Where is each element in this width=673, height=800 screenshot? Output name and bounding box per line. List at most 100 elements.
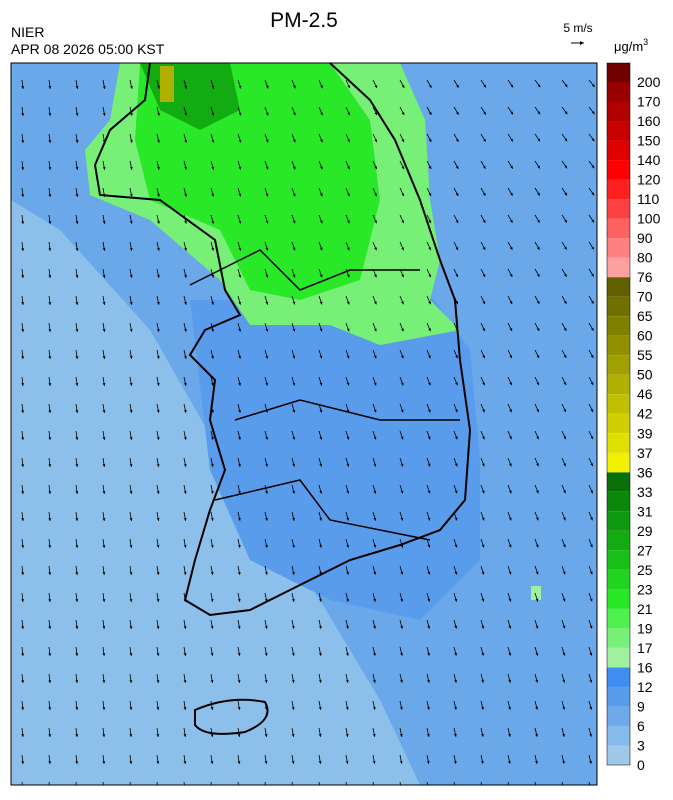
wind-arrow [426,781,428,785]
wind-arrowhead [590,544,593,548]
colorbar-label: 70 [637,289,653,305]
wind-arrowhead [183,734,187,737]
wind-arrowhead [454,788,457,791]
wind-arrow [345,781,347,785]
wind-arrowhead [102,85,106,89]
wind-arrowhead [21,194,25,197]
wind-arrowhead [102,599,106,602]
colorbar: 0369121617192123252729313336373942465055… [606,62,661,773]
wind-arrowhead [75,194,79,197]
wind-arrowhead [183,707,187,710]
wind-arrowhead [591,84,595,87]
wind-arrowhead [591,165,595,169]
wind-arrowhead [536,409,539,413]
wind-arrowhead [509,382,512,386]
wind-arrow [156,781,158,785]
wind-arrowhead [508,544,512,548]
wind-arrowhead [265,247,269,251]
wind-arrowhead [237,761,241,764]
colorbar-label: 12 [637,679,653,695]
wind-arrowhead [156,572,160,575]
wind-arrowhead [346,355,350,359]
wind-arrowhead [129,383,133,386]
wind-arrowhead [48,140,52,143]
wind-arrowhead [21,248,25,251]
colorbar-label: 27 [637,542,653,558]
colorbar-label: 55 [637,347,653,363]
wind-arrowhead [536,273,540,277]
wind-arrowhead [508,706,511,710]
wind-arrowhead [102,437,106,440]
wind-arrowhead [400,490,404,494]
agency: NIER [11,24,44,40]
wind-arrowhead [508,733,511,737]
wind-arrowhead [102,166,106,170]
colorbar-label: 0 [637,757,645,773]
colorbar-label: 6 [637,718,645,734]
wind-arrowhead [292,193,296,197]
wind-arrowhead [75,518,79,521]
wind-arrowhead [129,653,133,656]
wind-arrowhead [48,248,52,251]
wind-arrowhead [374,85,378,89]
wind-arrowhead [590,409,594,413]
wind-arrowhead [536,355,540,359]
colorbar-label: 16 [637,659,653,675]
wind-arrowhead [21,275,25,278]
wind-arrowhead [372,706,376,710]
wind-arrowhead [455,138,459,142]
wind-arrowhead [75,86,79,89]
wind-arrowhead [156,436,160,440]
wind-arrowhead [48,626,52,629]
wind-arrowhead [346,571,349,575]
wind-arrowhead [265,355,269,359]
colorbar-segment [607,589,630,609]
wind-arrowhead [264,707,268,710]
wind-arrowhead [508,625,512,629]
wind-arrow [102,781,104,785]
wind-arrowhead [346,598,349,602]
wind-arrowhead [48,491,52,494]
wind-arrowhead [156,247,160,251]
wind-arrowhead [536,490,539,494]
colorbar-label: 31 [637,503,653,519]
wind-arrowhead [129,437,133,440]
wind-arrowhead [318,706,322,710]
wind-arrowhead [319,301,323,305]
wind-arrowhead [21,491,25,494]
wind-arrowhead [509,409,512,413]
wind-arrowhead [589,788,592,791]
wind-arrowhead [346,625,349,629]
wind-arrowhead [156,382,160,386]
colorbar-segment [607,101,630,122]
wind-arrow [453,781,455,785]
wind-arrowhead [48,734,52,737]
wind-arrowhead [401,193,405,197]
wind-arrowhead [562,625,566,629]
wind-arrowhead [535,733,538,737]
wind-arrowhead [292,301,296,305]
wind-arrowhead [238,490,241,494]
wind-arrowhead [75,707,79,710]
wind-arrowhead [265,463,268,467]
wind-arrowhead [428,301,431,305]
wind-arrowhead [509,246,513,250]
yellow-spot [160,66,174,102]
wind-arrowhead [102,761,106,764]
wind-arrowhead [428,193,432,197]
wind-arrowhead [589,571,593,575]
wind-arrowhead [537,84,541,88]
wind-arrowhead [48,194,52,197]
wind-arrowhead [75,248,79,251]
wind-arrow [48,781,50,785]
wind-arrowhead [401,84,405,88]
wind-arrowhead [102,491,106,494]
wind-arrowhead [292,274,296,278]
wind-arrowhead [481,598,485,602]
wind-arrowhead [237,680,241,683]
wind-arrowhead [183,355,187,359]
wind-arrowhead [237,571,241,575]
wind-arrowhead [535,517,539,521]
wind-arrowhead [102,518,106,521]
wind-arrowhead [346,436,350,440]
